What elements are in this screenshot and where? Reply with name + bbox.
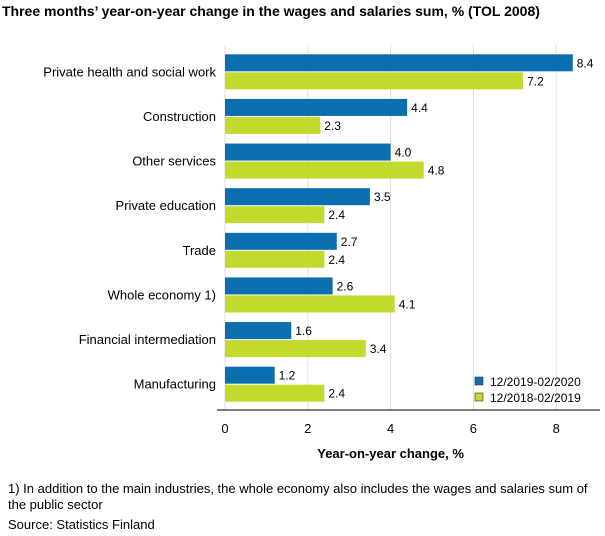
data-label: 1.6 xyxy=(295,324,312,338)
data-label: 4.4 xyxy=(411,101,428,115)
data-label: 1.2 xyxy=(279,369,296,383)
bar xyxy=(225,188,370,206)
data-label: 2.4 xyxy=(328,387,345,401)
legend-label: 12/2019-02/2020 xyxy=(490,375,581,389)
bar xyxy=(225,366,275,384)
data-label: 2.4 xyxy=(328,208,345,222)
bar xyxy=(225,143,391,161)
data-label: 4.0 xyxy=(395,146,412,160)
category-label: Financial intermediation xyxy=(79,332,216,347)
bar xyxy=(225,322,292,340)
data-label: 7.2 xyxy=(527,74,544,88)
bar xyxy=(225,72,524,90)
data-label: 2.3 xyxy=(324,119,341,133)
category-label: Manufacturing xyxy=(134,377,216,392)
bar xyxy=(225,295,395,313)
bar xyxy=(225,206,325,224)
bar xyxy=(225,54,573,72)
bar xyxy=(225,161,424,179)
x-tick-label: 0 xyxy=(221,421,228,436)
bar xyxy=(225,116,321,134)
category-label: Construction xyxy=(143,109,216,124)
legend-swatch xyxy=(474,376,484,386)
bar xyxy=(225,98,408,116)
x-tick-label: 8 xyxy=(553,421,560,436)
source: Source: Statistics Finland xyxy=(8,517,155,532)
chart-title: Three months’ year-on-year change in the… xyxy=(2,3,540,19)
bar xyxy=(225,277,333,295)
x-tick-label: 4 xyxy=(387,421,394,436)
data-label: 2.4 xyxy=(328,253,345,267)
category-label: Private health and social work xyxy=(43,64,216,79)
data-label: 2.6 xyxy=(337,279,354,293)
bar xyxy=(225,384,325,402)
bar xyxy=(225,340,366,358)
x-tick-label: 2 xyxy=(304,421,311,436)
bar xyxy=(225,250,325,268)
x-axis-label: Year-on-year change, % xyxy=(317,446,464,461)
data-label: 3.4 xyxy=(370,342,387,356)
data-label: 4.1 xyxy=(399,297,416,311)
bar xyxy=(225,232,337,250)
x-tick-label: 6 xyxy=(470,421,477,436)
data-label: 4.8 xyxy=(428,164,445,178)
legend-swatch xyxy=(474,392,484,402)
category-label: Other services xyxy=(132,154,216,169)
bar-chart: 0 2 4 6 8 Year-on-year change, % Private healt… xyxy=(43,45,600,461)
legend-label: 12/2018-02/2019 xyxy=(490,391,581,405)
data-label: 8.4 xyxy=(577,56,594,70)
category-label: Trade xyxy=(183,243,216,258)
footnote: 1) In addition to the main industries, t… xyxy=(8,481,588,512)
data-label: 3.5 xyxy=(374,190,391,204)
category-label: Private education xyxy=(116,198,216,213)
data-label: 2.7 xyxy=(341,235,358,249)
category-label: Whole economy 1) xyxy=(108,287,216,302)
